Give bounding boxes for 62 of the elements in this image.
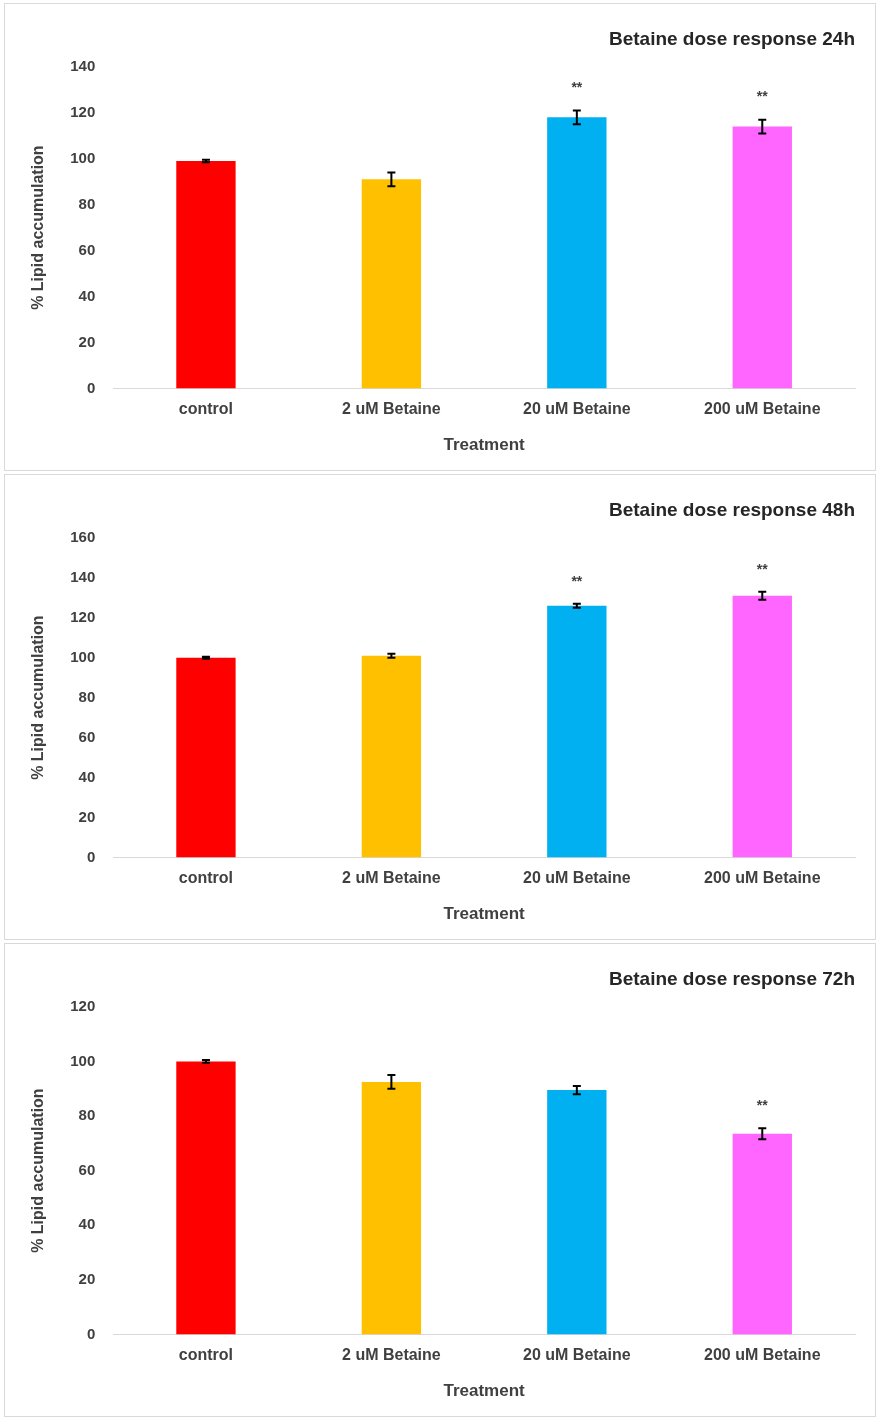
x-tick-label: 20 uM Betaine [523,400,631,418]
y-axis-title: % Lipid accumulation [29,615,47,780]
annotation: ** [756,1097,769,1114]
y-tick-label: 0 [86,1324,96,1342]
x-tick-label: control [178,400,234,418]
bar [361,179,422,389]
annotation: ** [571,79,583,96]
y-tick-label: 120 [70,607,96,625]
y-tick-label: 20 [78,1269,96,1287]
y-tick-label: 100 [70,148,96,166]
x-tick-label: 2 uM Betaine [342,1346,441,1364]
chart-title: Betaine dose response 72h [608,967,855,989]
bar [547,117,607,389]
bar [361,655,422,858]
x-tick-label: control [178,1346,234,1364]
x-axis-title: Treatment [443,435,526,455]
y-tick-label: 80 [78,1106,96,1124]
y-tick-label: 140 [70,567,96,585]
bar [547,1090,607,1335]
y-tick-label: 60 [78,727,96,745]
bar [732,1133,792,1335]
annotation: ** [756,88,769,105]
y-tick-label: 140 [70,56,96,74]
chart-title: Betaine dose response 48h [608,498,855,520]
x-tick-label: 20 uM Betaine [523,1346,631,1364]
x-tick-label: 20 uM Betaine [523,869,631,887]
chart-title: Betaine dose response 24h [608,27,855,49]
y-axis-title: % Lipid accumulation [29,1088,47,1253]
y-axis-title: % Lipid accumulation [29,145,47,310]
bar [732,595,792,858]
bar [176,657,236,858]
y-tick-label: 120 [70,996,96,1014]
y-tick-label: 120 [70,102,96,120]
y-tick-label: 100 [70,1051,96,1069]
y-tick-label: 0 [86,378,96,396]
x-tick-label: 200 uM Betaine [704,1346,821,1364]
y-tick-label: 20 [78,332,96,350]
bar [361,1081,422,1335]
y-tick-label: 100 [70,647,96,665]
bar [176,1061,236,1335]
x-tick-label: 2 uM Betaine [342,400,441,418]
y-tick-label: 60 [78,1160,96,1178]
y-tick-label: 160 [70,527,96,545]
x-tick-label: 200 uM Betaine [704,869,821,887]
y-tick-label: 40 [78,767,96,785]
y-tick-label: 80 [78,687,96,705]
x-axis-title: Treatment [443,904,526,924]
bar [732,126,792,389]
y-tick-label: 20 [78,807,96,825]
x-tick-label: control [178,869,234,887]
x-tick-label: 200 uM Betaine [704,400,821,418]
y-tick-label: 80 [78,194,96,212]
y-tick-label: 40 [78,1215,96,1233]
x-tick-label: 2 uM Betaine [342,869,441,887]
y-tick-label: 40 [78,286,96,304]
y-tick-label: 60 [78,240,96,258]
y-tick-label: 0 [86,847,96,865]
bar [547,605,607,858]
bar [176,160,236,389]
annotation: ** [571,572,583,589]
x-axis-title: Treatment [443,1381,526,1401]
annotation: ** [756,560,769,577]
